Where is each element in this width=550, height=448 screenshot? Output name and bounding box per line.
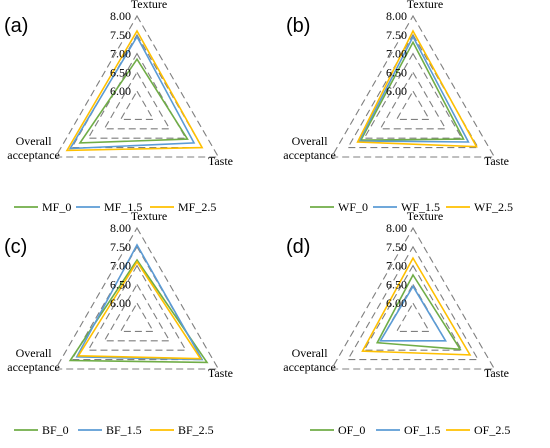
tick-label: 6.00: [386, 84, 407, 98]
panel-letter: (b): [286, 15, 310, 37]
legend-label: MF_2.5: [178, 200, 216, 214]
tick-label: 8.00: [110, 9, 131, 23]
axis-label-taste: Taste: [208, 366, 233, 380]
tick-label: 6.50: [386, 277, 407, 291]
legend-label: OF_2.5: [474, 423, 510, 437]
series-line: [78, 57, 189, 144]
tick-label: 7.50: [386, 240, 407, 254]
tick-label: 6.00: [110, 296, 131, 310]
series-line: [359, 40, 465, 141]
tick-label: 8.00: [386, 221, 407, 235]
tick-label: 6.00: [110, 84, 131, 98]
tick-label: 7.00: [386, 259, 407, 273]
axis-label-overall: Overall acceptance: [283, 134, 336, 162]
legend-label: OF_1.5: [404, 423, 440, 437]
series-line: [68, 258, 209, 364]
axis-label-taste: Taste: [208, 154, 233, 168]
tick-label: 7.00: [386, 47, 407, 61]
tick-label: 6.50: [110, 277, 131, 291]
legend-label: MF_1.5: [104, 200, 142, 214]
axis-label-texture: Texture: [131, 0, 167, 11]
axis-label-overall: Overall acceptance: [283, 346, 336, 374]
gridline: [119, 302, 155, 332]
legend-label: BF_0: [42, 423, 69, 437]
tick-label: 7.00: [110, 259, 131, 273]
gridline: [363, 264, 463, 351]
axis-label-line: acceptance: [283, 148, 336, 162]
legend-label: OF_0: [338, 423, 365, 437]
axis-label-texture: Texture: [131, 209, 167, 223]
tick-label: 7.00: [110, 47, 131, 61]
tick-label: 7.50: [386, 28, 407, 42]
gridline: [70, 245, 204, 361]
gridline: [119, 90, 155, 120]
axis-label-overall: Overall acceptance: [7, 346, 60, 374]
panel-letter: (a): [4, 15, 28, 37]
axis-label-taste: Taste: [484, 154, 509, 168]
gridline: [54, 14, 220, 158]
gridline: [363, 52, 463, 139]
gridline: [379, 283, 447, 342]
tick-label: 6.00: [386, 296, 407, 310]
series-line: [76, 260, 203, 360]
legend-label: MF_0: [42, 200, 71, 214]
panel-letter: (c): [4, 236, 27, 258]
gridline: [87, 52, 187, 139]
tick-label: 7.50: [110, 240, 131, 254]
gridline: [330, 226, 496, 370]
tick-label: 6.50: [386, 65, 407, 79]
legend-label: BF_1.5: [106, 423, 142, 437]
tick-label: 8.00: [110, 221, 131, 235]
gridline: [395, 302, 431, 332]
gridline: [395, 90, 431, 120]
gridline: [330, 14, 496, 158]
panel-letter: (d): [286, 236, 310, 258]
series-line: [356, 29, 478, 148]
legend-label: BF_2.5: [178, 423, 214, 437]
gridline: [346, 33, 480, 149]
axis-label-taste: Taste: [484, 366, 509, 380]
axis-label-line: acceptance: [7, 360, 60, 374]
series-line: [361, 256, 472, 356]
axis-label-line: Overall: [292, 346, 329, 360]
gridline: [54, 226, 220, 370]
gridline: [87, 264, 187, 351]
axis-label-line: acceptance: [7, 148, 60, 162]
series-line: [65, 29, 204, 152]
series-line: [375, 273, 462, 351]
series-line: [68, 35, 196, 150]
axis-label-overall: Overall acceptance: [7, 134, 60, 162]
gridline: [346, 245, 480, 361]
tick-label: 6.50: [110, 65, 131, 79]
axis-label-line: Overall: [16, 134, 53, 148]
axis-label-line: acceptance: [283, 360, 336, 374]
legend-label: WF_1.5: [401, 200, 440, 214]
series-line: [378, 284, 448, 342]
axis-label-texture: Texture: [407, 0, 443, 11]
tick-label: 8.00: [386, 9, 407, 23]
legend-label: WF_0: [338, 200, 368, 214]
tick-label: 7.50: [110, 28, 131, 42]
axis-label-line: Overall: [16, 346, 53, 360]
axis-label-line: Overall: [292, 134, 329, 148]
axis-label-texture: Texture: [407, 209, 443, 223]
series-line: [75, 243, 204, 361]
legend-label: WF_2.5: [474, 200, 513, 214]
series-line: [357, 34, 470, 143]
